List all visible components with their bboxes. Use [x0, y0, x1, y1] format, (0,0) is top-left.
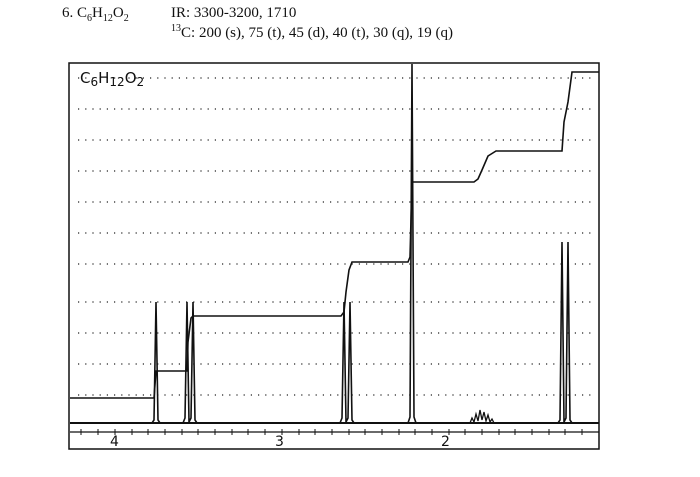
problem-number: 6. [62, 5, 74, 21]
molecular-formula: C6H12O2 [77, 5, 129, 24]
peak-doublet-left [70, 301, 198, 424]
nmr-spectrum: C6H12O2 4 3 2 [68, 62, 600, 450]
peak-doublet-mid [197, 301, 355, 424]
x-tick-3: 3 [275, 434, 284, 450]
spectrum-frame [68, 62, 600, 450]
peak-doublet-right [557, 241, 599, 424]
problem-header: 6. C6H12O2 [62, 4, 129, 28]
x-tick-4: 4 [110, 434, 119, 450]
ir-label: IR: [171, 5, 191, 21]
c13-element: C: [181, 25, 196, 41]
axis-ticks [80, 429, 583, 435]
peak-multiplet [416, 409, 558, 424]
c13-data: 13C: 200 (s), 75 (t), 45 (d), 40 (t), 30… [171, 20, 453, 42]
x-tick-2: 2 [441, 434, 450, 450]
ir-values: 3300-3200, 1710 [193, 5, 297, 21]
spectrum-label: C6H12O2 [80, 69, 144, 89]
ir-data: IR: 3300-3200, 1710 [171, 4, 296, 22]
integration-curve [70, 71, 599, 399]
c13-values: 200 (s), 75 (t), 45 (d), 40 (t), 30 (q),… [198, 25, 454, 41]
peak-singlet-tall [354, 63, 417, 424]
c13-mass: 13 [171, 23, 181, 34]
